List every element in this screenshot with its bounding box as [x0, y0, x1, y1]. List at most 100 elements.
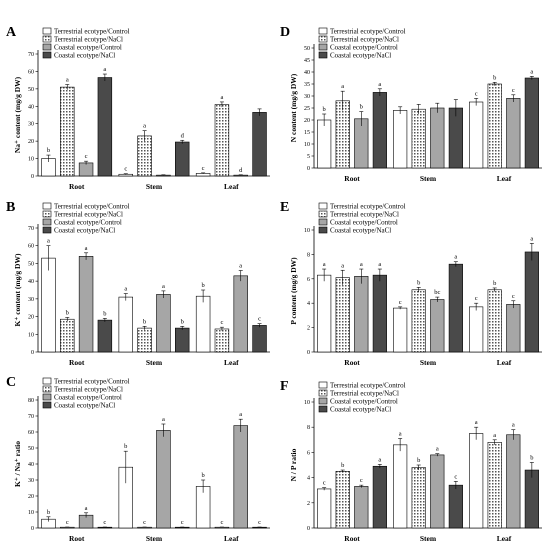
legend-label: Coastal ecotype/Control — [54, 394, 122, 402]
significance-letter: a — [239, 263, 242, 270]
significance-letter: c — [66, 519, 69, 526]
y-tick-label: 50 — [304, 46, 310, 52]
bar — [393, 307, 408, 353]
significance-letter: c — [360, 477, 363, 484]
bar — [78, 256, 94, 353]
bar — [487, 442, 502, 529]
bar — [317, 488, 332, 529]
y-tick-label: 70 — [28, 414, 34, 420]
panel-letter: A — [6, 25, 17, 40]
y-tick-label: 30 — [28, 297, 34, 303]
y-tick-label: 40 — [28, 279, 34, 285]
significance-letter: c — [202, 165, 205, 172]
legend-label: Coastal ecotype/Control — [54, 219, 122, 227]
y-tick-label: 70 — [28, 52, 34, 58]
x-category-label: Stem — [146, 182, 163, 191]
y-tick-label: 4 — [307, 301, 310, 307]
x-category-label: Root — [344, 534, 360, 543]
bar — [335, 100, 350, 169]
bar — [372, 465, 387, 529]
bar — [469, 306, 484, 353]
legend-swatch — [318, 397, 328, 405]
y-tick-label: 0 — [31, 174, 34, 180]
significance-letter: a — [493, 432, 496, 439]
bar — [354, 486, 369, 529]
bar — [335, 277, 350, 353]
y-tick-label: 40 — [28, 104, 34, 110]
bar — [430, 107, 445, 169]
legend-label: Terrestrial ecotype/NaCl — [54, 211, 123, 219]
significance-letter: c — [220, 319, 223, 326]
y-tick-label: 40 — [304, 70, 310, 76]
bar — [506, 304, 521, 353]
legend-label: Coastal ecotype/NaCl — [330, 227, 391, 235]
significance-letter: b — [103, 310, 106, 317]
legend-label: Coastal ecotype/Control — [54, 44, 122, 52]
significance-letter: c — [181, 519, 184, 526]
y-axis-label: Na⁺ content (mg/g DW) — [13, 76, 22, 153]
significance-letter: a — [85, 505, 88, 512]
y-tick-label: 60 — [28, 69, 34, 75]
y-tick-label: 6 — [307, 450, 310, 456]
y-tick-label: 2 — [307, 501, 310, 507]
legend-swatch — [318, 43, 328, 51]
y-tick-label: 35 — [304, 82, 310, 88]
legend-label: Terrestrial ecotype/Control — [54, 203, 130, 211]
significance-letter: c — [454, 473, 457, 480]
legend-label: Terrestrial ecotype/NaCl — [330, 390, 399, 398]
bar — [335, 470, 350, 529]
legend-label: Coastal ecotype/NaCl — [54, 52, 115, 60]
significance-letter: bc — [434, 289, 440, 296]
legend-label: Terrestrial ecotype/Control — [54, 378, 130, 386]
significance-letter: b — [341, 462, 344, 469]
bar — [430, 454, 445, 529]
significance-letter: b — [493, 74, 496, 81]
legend-label: Terrestrial ecotype/NaCl — [330, 211, 399, 219]
bar — [469, 101, 484, 169]
y-axis-label: K⁺ content (mg/g DW) — [13, 253, 22, 326]
legend-label: Coastal ecotype/NaCl — [330, 52, 391, 60]
x-category-label: Root — [69, 182, 85, 191]
x-category-label: Stem — [420, 358, 437, 367]
significance-letter: c — [475, 295, 478, 302]
legend-swatch — [42, 385, 52, 393]
legend-swatch — [318, 27, 328, 35]
significance-letter: b — [360, 104, 363, 111]
y-tick-label: 5 — [307, 154, 310, 160]
significance-letter: b — [124, 443, 127, 450]
significance-letter: a — [162, 416, 165, 423]
bar — [393, 444, 408, 529]
significance-letter: d — [181, 132, 185, 139]
panel-letter: C — [6, 375, 16, 390]
significance-letter: a — [378, 456, 381, 463]
significance-letter: a — [239, 411, 242, 418]
bar — [411, 108, 426, 169]
significance-letter: c — [475, 90, 478, 97]
significance-letter: a — [360, 261, 363, 268]
significance-letter: a — [66, 77, 69, 84]
significance-letter: a — [530, 68, 533, 75]
significance-letter: b — [417, 457, 420, 464]
y-tick-label: 30 — [28, 478, 34, 484]
y-tick-label: 0 — [31, 526, 34, 532]
bar — [524, 251, 539, 353]
y-tick-label: 40 — [28, 462, 34, 468]
bar — [506, 434, 521, 529]
bar — [524, 469, 539, 529]
y-tick-label: 0 — [31, 350, 34, 356]
bar — [354, 276, 369, 353]
significance-letter: c — [220, 519, 223, 526]
y-tick-label: 6 — [307, 277, 310, 283]
legend-swatch — [318, 381, 328, 389]
legend-swatch — [318, 202, 328, 210]
significance-letter: b — [493, 280, 496, 287]
y-tick-label: 10 — [28, 332, 34, 338]
legend-swatch — [318, 35, 328, 43]
legend-swatch — [42, 218, 52, 226]
y-tick-label: 45 — [304, 58, 310, 64]
significance-letter: a — [124, 286, 127, 293]
y-tick-label: 50 — [28, 87, 34, 93]
y-tick-label: 10 — [304, 400, 310, 406]
legend-label: Terrestrial ecotype/Control — [330, 382, 406, 390]
x-category-label: Stem — [146, 358, 163, 367]
